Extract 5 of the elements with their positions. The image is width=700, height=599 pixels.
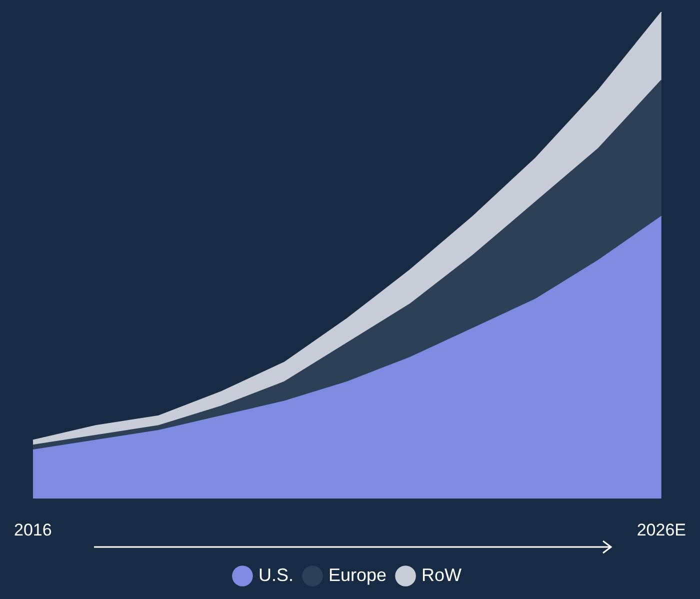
x-tick-label: 2016 [14,520,52,540]
legend-label: Europe [328,564,387,585]
legend-label: RoW [422,564,462,585]
x-tick-label: 2026E [636,520,686,540]
legend-label: U.S. [258,564,294,585]
